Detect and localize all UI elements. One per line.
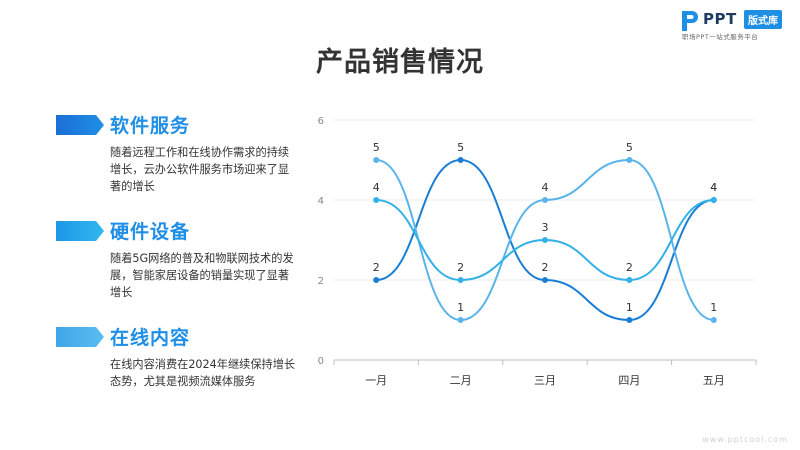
data-point (542, 197, 548, 203)
chevron-right-icon (56, 327, 104, 347)
data-label: 4 (542, 181, 549, 194)
section-title: 硬件设备 (110, 221, 191, 243)
data-label: 5 (457, 141, 464, 154)
x-tick-label: 四月 (618, 374, 640, 387)
data-point (457, 317, 464, 323)
x-tick-label: 一月 (365, 374, 387, 387)
section-description: 随着5G网络的普及和物联网技术的发展，智能家居设备的销量实现了显著增长 (110, 252, 294, 299)
data-label: 2 (457, 261, 464, 274)
brand-logo: PPT 版式库 职场PPT一站式服务平台 (680, 8, 792, 41)
y-tick-label: 0 (318, 356, 324, 367)
data-point (373, 197, 380, 203)
chevron-right-icon (56, 115, 104, 135)
data-label: 4 (710, 181, 717, 194)
data-point (626, 317, 633, 323)
data-point (710, 317, 717, 323)
data-point (626, 157, 633, 163)
data-label: 5 (373, 141, 380, 154)
data-point (457, 277, 464, 283)
data-point (373, 157, 380, 163)
data-point (373, 277, 380, 283)
series-line (376, 158, 714, 322)
y-tick-label: 6 (318, 116, 324, 127)
data-point (457, 157, 464, 163)
y-tick-label: 2 (318, 276, 324, 287)
x-tick-label: 三月 (534, 374, 556, 387)
x-tick-label: 五月 (703, 374, 725, 387)
data-label: 1 (457, 301, 464, 314)
data-label: 3 (542, 221, 549, 234)
data-label: 2 (542, 261, 549, 274)
data-label: 4 (710, 181, 717, 194)
logo-mark-icon (682, 11, 698, 31)
logo-text: PPT (703, 10, 737, 28)
section-description: 在线内容消费在2024年继续保持增长态势，尤其是视频流媒体服务 (110, 358, 296, 388)
data-label: 1 (626, 301, 633, 314)
logo-badge: 版式库 (744, 10, 782, 29)
data-label: 2 (626, 261, 633, 274)
data-label: 5 (626, 141, 633, 154)
data-label: 4 (373, 181, 380, 194)
data-label: 1 (710, 301, 717, 314)
data-point (542, 277, 548, 283)
sales-line-chart: 0 2 4 6 一月 二月 三月 四月 五月 2 5 2 1 4 5 1 4 5 1 4 2 3 2 4 (300, 100, 770, 400)
y-tick-label: 4 (318, 196, 324, 207)
data-label: 2 (373, 261, 380, 274)
data-point (626, 277, 633, 283)
section-title: 软件服务 (110, 115, 191, 137)
logo-slogan: 职场PPT一站式服务平台 (682, 33, 759, 41)
x-tick-label: 二月 (450, 374, 472, 387)
chevron-right-icon (56, 221, 104, 241)
series-line (376, 158, 714, 322)
page-title: 产品销售情况 (316, 47, 484, 78)
watermark: www.pptcool.com (702, 435, 788, 444)
data-point (710, 197, 717, 203)
data-point (542, 237, 548, 243)
section-description: 随着远程工作和在线协作需求的持续增长，云办公软件服务市场迎来了显著的增长 (110, 146, 290, 193)
section-title: 在线内容 (110, 327, 191, 349)
